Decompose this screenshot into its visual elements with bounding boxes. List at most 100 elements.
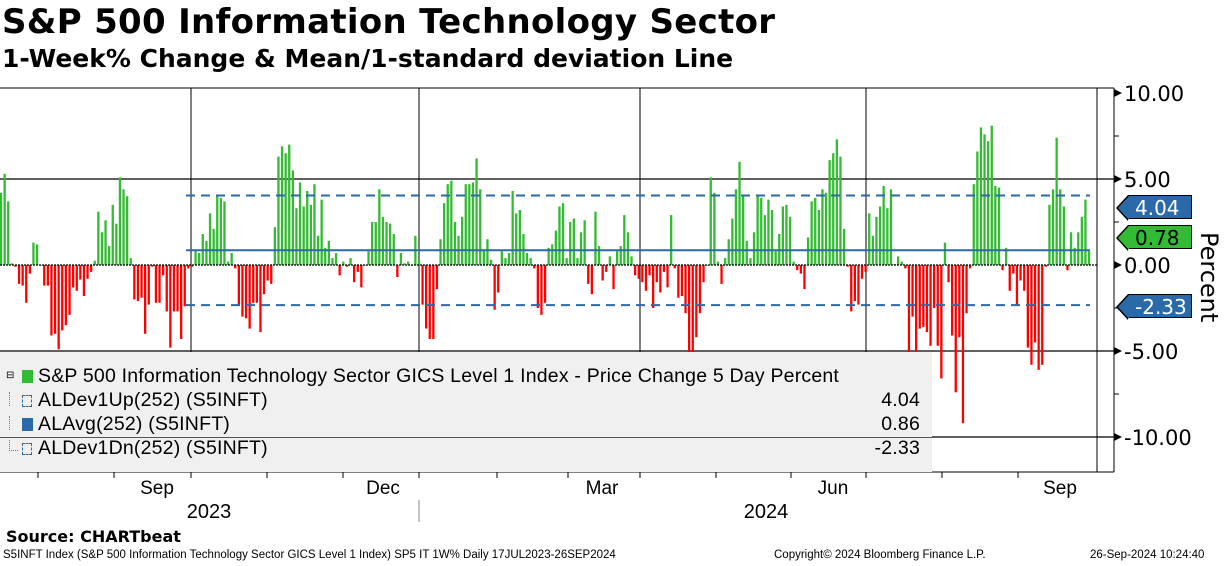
- bar: [583, 220, 586, 265]
- bar: [180, 265, 183, 339]
- chart-title: S&P 500 Information Technology Sector: [2, 2, 776, 42]
- bar: [43, 265, 46, 286]
- bar: [972, 184, 975, 265]
- x-axis-ticks: Sep Dec Mar Jun Sep 2023 2024: [37, 472, 1077, 523]
- lower-sd-tag: -2.33: [1116, 294, 1192, 320]
- bar: [334, 253, 338, 265]
- bar: [749, 258, 752, 265]
- bar: [475, 158, 478, 265]
- footer-info: S5INFT Index (S&P 500 Information Techno…: [3, 549, 616, 561]
- bar: [464, 184, 467, 265]
- bar: [169, 265, 172, 348]
- bar: [21, 265, 24, 286]
- bar: [518, 210, 521, 265]
- bar: [381, 216, 385, 265]
- bar: [969, 265, 972, 269]
- bar: [540, 265, 543, 315]
- bar: [489, 259, 493, 265]
- bar: [53, 265, 57, 334]
- legend: ⊟ S&P 500 Information Technology Sector …: [0, 352, 932, 472]
- bar: [1062, 206, 1065, 265]
- bar: [1087, 251, 1091, 265]
- bar: [745, 240, 748, 265]
- legend-value: 4.04: [881, 389, 920, 411]
- bar: [97, 211, 100, 265]
- bar: [342, 261, 345, 265]
- bar: [1055, 137, 1058, 265]
- bar: [1008, 265, 1011, 291]
- legend-item-price-change[interactable]: ⊟ S&P 500 Information Technology Sector …: [0, 365, 932, 389]
- bar: [792, 261, 795, 265]
- bar: [421, 265, 424, 305]
- bar: [947, 265, 950, 283]
- bar: [569, 222, 572, 265]
- bar: [198, 253, 201, 265]
- bar: [1033, 265, 1037, 343]
- y-axis-ticks: 10.00 5.00 0.00 -5.00 -10.00: [1114, 82, 1192, 450]
- x-year-label: 2023: [187, 501, 232, 523]
- bar: [7, 201, 10, 265]
- bar: [428, 265, 431, 339]
- bar: [1084, 199, 1087, 265]
- bar: [637, 265, 640, 279]
- legend-item-avg[interactable]: ALAvg(252) (S5INFT) 0.86: [0, 413, 932, 437]
- bar: [309, 204, 312, 265]
- collapse-icon[interactable]: ⊟: [6, 370, 15, 381]
- legend-item-dev1dn[interactable]: ALDev1Dn(252) (S5INFT) -2.33: [0, 437, 932, 461]
- bar: [443, 203, 446, 265]
- bar: [136, 265, 140, 302]
- bar: [803, 265, 806, 290]
- bar: [860, 265, 864, 279]
- bar: [284, 153, 287, 265]
- bar: [605, 265, 608, 272]
- bar: [500, 251, 503, 265]
- bar: [486, 239, 489, 265]
- bar: [533, 265, 536, 269]
- bar: [72, 265, 75, 288]
- bar: [695, 265, 698, 338]
- bar: [280, 146, 284, 265]
- bar: [781, 206, 784, 265]
- bar: [1026, 265, 1029, 348]
- bar: [576, 258, 579, 265]
- legend-divider: [0, 437, 932, 438]
- y-tick-label: 10.00: [1124, 82, 1184, 106]
- bar: [828, 160, 831, 265]
- bar: [551, 244, 554, 265]
- bar: [302, 206, 305, 265]
- bar: [1001, 265, 1004, 271]
- legend-item-dev1up[interactable]: ALDev1Up(252) (S5INFT) 4.04: [0, 389, 932, 413]
- bar: [727, 239, 730, 265]
- bar: [64, 265, 67, 326]
- bar: [374, 222, 377, 265]
- bar: [940, 265, 943, 379]
- bar: [821, 189, 824, 265]
- bar: [536, 265, 539, 308]
- bar: [165, 265, 168, 312]
- bar: [670, 215, 673, 265]
- x-month-label: Jun: [818, 478, 849, 499]
- bar: [255, 265, 258, 303]
- bar: [187, 265, 190, 269]
- bar: [396, 265, 399, 277]
- bar: [742, 196, 745, 265]
- bar: [601, 265, 604, 281]
- bar: [118, 177, 122, 265]
- bar: [997, 187, 1001, 265]
- bar: [176, 265, 179, 312]
- bar: [111, 204, 114, 265]
- bar: [14, 265, 17, 267]
- bar: [425, 265, 428, 329]
- bar: [889, 189, 893, 265]
- bar: [435, 265, 439, 290]
- bar: [100, 232, 104, 265]
- bar: [767, 199, 770, 265]
- bar: [929, 265, 932, 346]
- bar: [205, 240, 208, 265]
- bar: [662, 265, 666, 272]
- bar: [1005, 247, 1008, 265]
- bar: [93, 260, 96, 265]
- bar: [961, 265, 965, 424]
- bar: [79, 265, 82, 280]
- bar: [28, 265, 31, 274]
